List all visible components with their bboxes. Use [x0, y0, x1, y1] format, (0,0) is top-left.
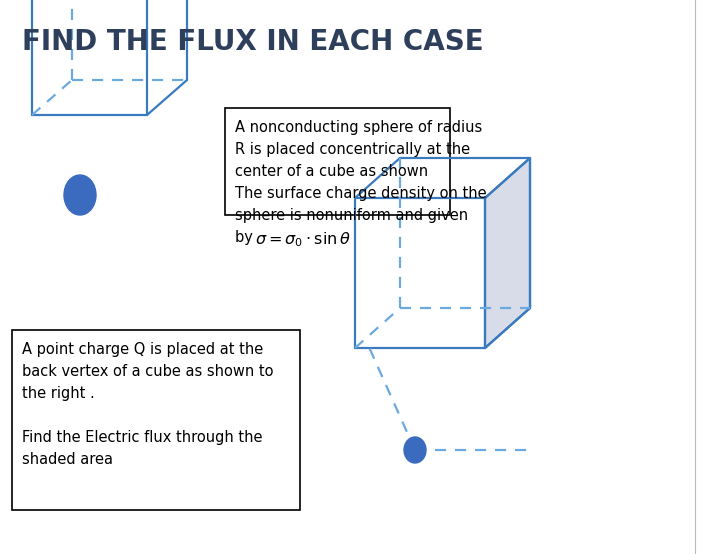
Text: FIND THE FLUX IN EACH CASE: FIND THE FLUX IN EACH CASE	[22, 28, 484, 56]
Polygon shape	[485, 158, 530, 348]
Text: center of a cube as shown: center of a cube as shown	[235, 164, 428, 179]
Text: the right .: the right .	[22, 386, 95, 401]
Ellipse shape	[64, 175, 96, 215]
Text: by: by	[235, 230, 257, 245]
FancyBboxPatch shape	[225, 108, 450, 215]
FancyBboxPatch shape	[12, 330, 300, 510]
Text: Find the Electric flux through the: Find the Electric flux through the	[22, 430, 262, 445]
Text: A nonconducting sphere of radius: A nonconducting sphere of radius	[235, 120, 482, 135]
Text: $\sigma = \sigma_0 \cdot \sin\theta$: $\sigma = \sigma_0 \cdot \sin\theta$	[255, 230, 351, 249]
Text: R is placed concentrically at the: R is placed concentrically at the	[235, 142, 470, 157]
Text: back vertex of a cube as shown to: back vertex of a cube as shown to	[22, 364, 273, 379]
Text: shaded area: shaded area	[22, 452, 113, 467]
Text: sphere is nonuniform and given: sphere is nonuniform and given	[235, 208, 468, 223]
Ellipse shape	[404, 437, 426, 463]
Text: A point charge Q is placed at the: A point charge Q is placed at the	[22, 342, 263, 357]
Text: The surface charge density on the: The surface charge density on the	[235, 186, 486, 201]
